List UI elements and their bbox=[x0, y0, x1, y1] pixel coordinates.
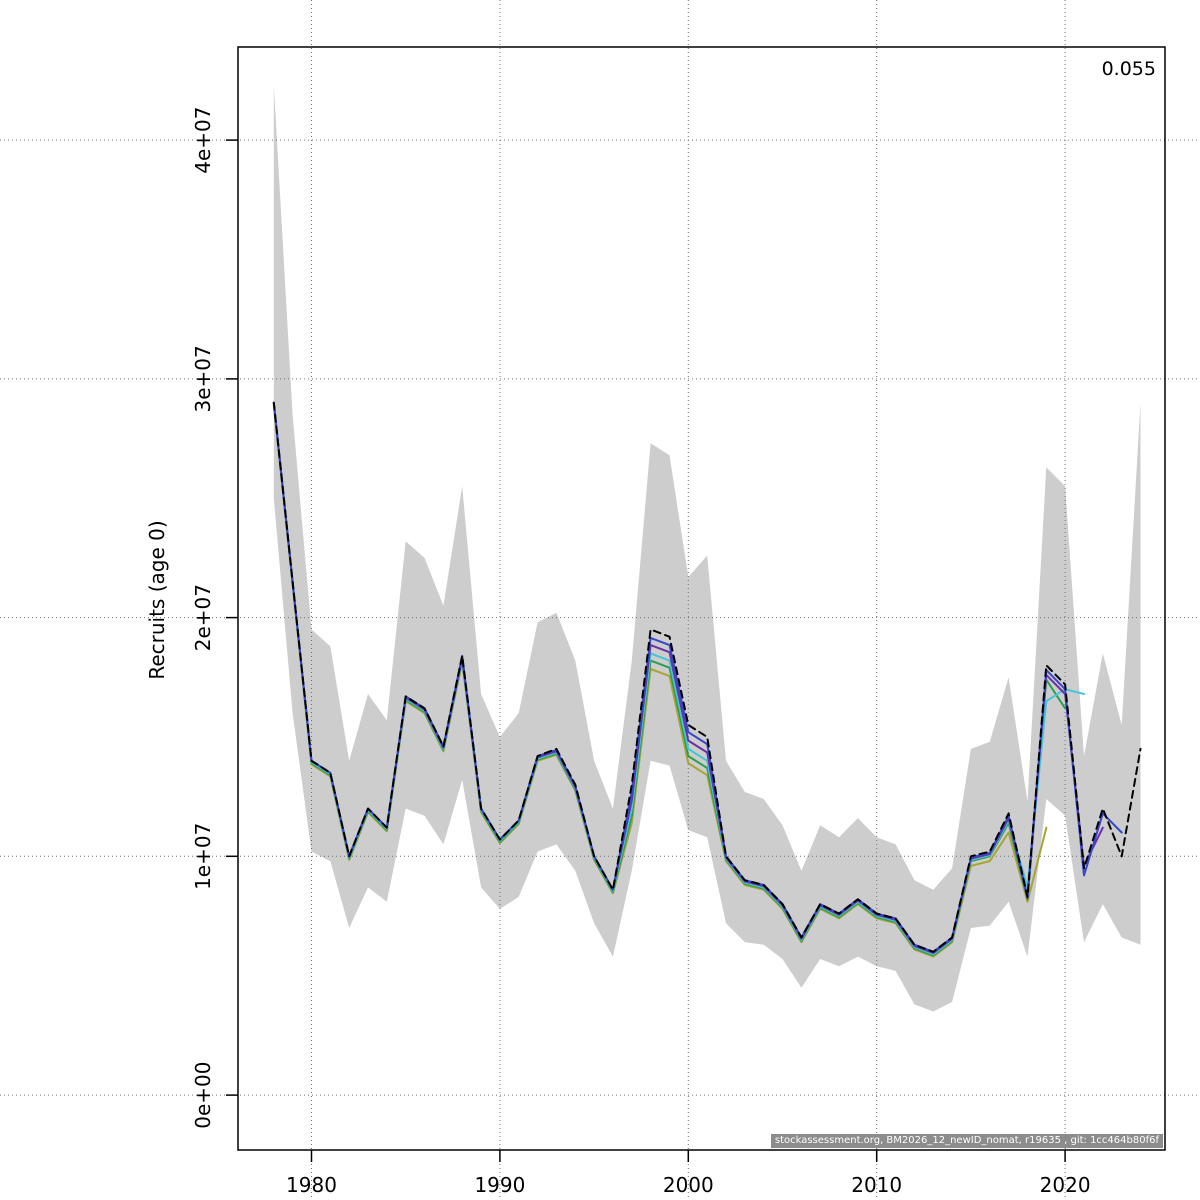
y-tick-label-2: 2e+07 bbox=[191, 584, 215, 651]
x-tick-label-2000: 2000 bbox=[663, 1173, 714, 1197]
x-tick-label-1980: 1980 bbox=[286, 1173, 337, 1197]
x-tick-label-1990: 1990 bbox=[474, 1173, 525, 1197]
plot-border bbox=[237, 46, 1166, 1151]
y-tick-label-3: 3e+07 bbox=[191, 345, 215, 412]
y-tick-label-1: 1e+07 bbox=[191, 823, 215, 890]
y-tick-label-4: 4e+07 bbox=[191, 106, 215, 173]
x-tick-label-2020: 2020 bbox=[1040, 1173, 1091, 1197]
watermark-label: stockassessment.org, BM2026_12_newID_nom… bbox=[770, 1134, 1163, 1148]
series-line-base-run bbox=[272, 401, 1142, 953]
confidence-band bbox=[273, 85, 1141, 1012]
y-axis-title: Recruits (age 0) bbox=[145, 520, 169, 680]
y-tick-label-0: 0e+00 bbox=[191, 1061, 215, 1128]
x-tick-label-2010: 2010 bbox=[851, 1173, 902, 1197]
mohns-rho-value: 0.055 bbox=[1101, 58, 1156, 80]
